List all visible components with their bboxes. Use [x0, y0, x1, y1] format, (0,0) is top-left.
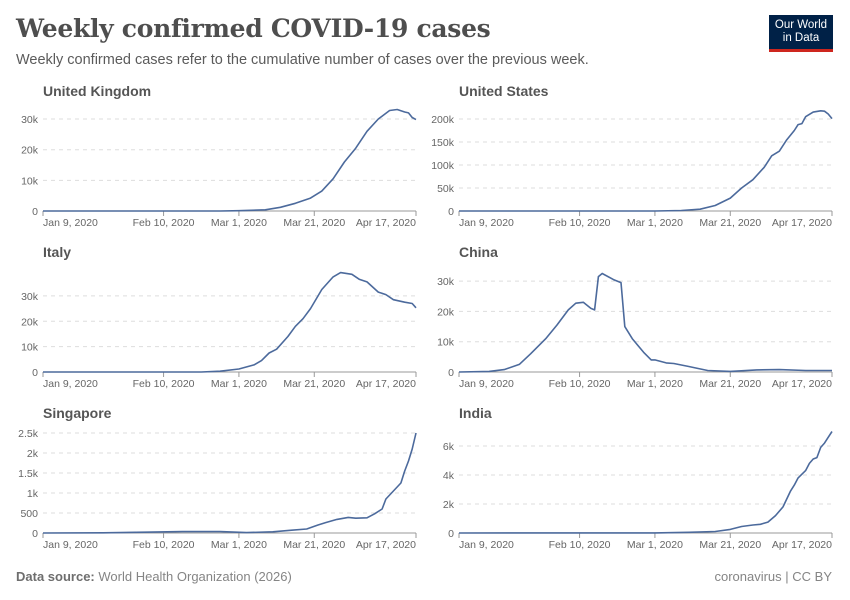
x-tick-label: Jan 9, 2020 — [459, 217, 514, 229]
y-tick-label: 10k — [21, 342, 39, 354]
series-line[interactable] — [43, 271, 417, 373]
x-tick-label: Mar 21, 2020 — [699, 539, 761, 551]
x-tick-label: Mar 21, 2020 — [283, 217, 345, 229]
x-tick-label: Mar 1, 2020 — [627, 378, 683, 390]
x-tick-label: Jan 9, 2020 — [43, 378, 98, 390]
x-tick-label: Jan 9, 2020 — [43, 539, 98, 551]
x-tick-label: Jan 9, 2020 — [459, 539, 514, 551]
y-tick-label: 6k — [443, 441, 455, 453]
x-tick-label: Feb 10, 2020 — [549, 217, 611, 229]
y-tick-label: 30k — [21, 291, 39, 303]
line-chart: 0 10k 20k 30k Jan 9, 2020 Feb 10, 2020 Mar 1, … — [21, 108, 417, 229]
panel-title: China — [459, 244, 498, 260]
x-tick-label: Apr 17, 2020 — [356, 539, 416, 551]
x-tick-label: Feb 10, 2020 — [133, 539, 195, 551]
y-tick-label: 100k — [431, 160, 455, 172]
x-tick-label: Apr 17, 2020 — [772, 539, 832, 551]
x-tick-label: Mar 1, 2020 — [627, 217, 683, 229]
logo-line-1: Our World — [774, 19, 828, 31]
y-tick-label: 50k — [437, 183, 455, 195]
panel-title: Singapore — [43, 405, 112, 421]
panel-title: United States — [459, 83, 549, 99]
y-tick-label: 30k — [21, 114, 39, 126]
data-source-value[interactable]: World Health Organization (2026) — [98, 569, 292, 584]
x-tick-label: Feb 10, 2020 — [549, 378, 611, 390]
y-tick-label: 0 — [32, 367, 38, 379]
data-source-label: Data source: — [16, 569, 95, 584]
y-tick-label: 0 — [448, 367, 454, 379]
y-tick-label: 0 — [448, 528, 454, 540]
y-tick-label: 0 — [32, 206, 38, 218]
x-tick-label: Feb 10, 2020 — [549, 539, 611, 551]
x-tick-label: Mar 1, 2020 — [211, 217, 267, 229]
x-tick-label: Apr 17, 2020 — [356, 217, 416, 229]
panel-united-kingdom: United Kingdom 0 10k 20k 30k Jan 9, 2020 Feb 1… — [0, 80, 425, 240]
series-line[interactable] — [458, 431, 833, 534]
data-source: Data source: World Health Organization (… — [16, 569, 292, 584]
line-chart: 0 10k 20k 30k Jan 9, 2020 Feb 10, 2020 Mar 1, … — [21, 271, 417, 390]
y-tick-label: 20k — [437, 306, 455, 318]
y-tick-label: 0 — [32, 528, 38, 540]
license-link[interactable]: coronavirus | CC BY — [714, 569, 832, 584]
logo-line-2: in Data — [782, 32, 820, 44]
x-tick-label: Apr 17, 2020 — [772, 378, 832, 390]
chart-title: Weekly confirmed COVID-19 cases — [16, 14, 491, 43]
panel-china: China 0 10k 20k 30k Jan 9, 2020 Feb 10, 2020 Ma… — [416, 241, 841, 401]
y-tick-label: 20k — [21, 145, 39, 157]
x-tick-label: Feb 10, 2020 — [133, 217, 195, 229]
owid-logo[interactable]: Our World in Data — [769, 15, 833, 52]
line-chart: 0 2k 4k 6k Jan 9, 2020 Feb 10, 2020 Mar 1, 202… — [443, 431, 833, 551]
x-tick-label: Apr 17, 2020 — [356, 378, 416, 390]
y-tick-label: 150k — [431, 137, 455, 149]
y-tick-label: 1k — [27, 488, 39, 500]
x-tick-label: Mar 21, 2020 — [699, 217, 761, 229]
line-chart: 0 10k 20k 30k Jan 9, 2020 Feb 10, 2020 Mar 1, … — [437, 272, 833, 390]
y-tick-label: 10k — [21, 175, 39, 187]
y-tick-label: 2.5k — [18, 428, 39, 440]
y-tick-label: 2k — [443, 499, 455, 511]
y-tick-label: 4k — [443, 470, 455, 482]
series-line[interactable] — [42, 432, 417, 534]
panel-united-states: United States 0 50k 100k 150k 200k Jan 9, 2020… — [416, 80, 841, 240]
y-tick-label: 20k — [21, 316, 39, 328]
x-tick-label: Mar 1, 2020 — [627, 539, 683, 551]
y-tick-label: 0 — [448, 206, 454, 218]
panel-italy: Italy 0 10k 20k 30k Jan 9, 2020 Feb 10, 2020 Ma… — [0, 241, 425, 401]
x-tick-label: Feb 10, 2020 — [133, 378, 195, 390]
x-tick-label: Mar 1, 2020 — [211, 378, 267, 390]
y-tick-label: 10k — [437, 337, 455, 349]
panel-singapore: Singapore 0 500 1k 1.5k 2k 2.5k Jan 9, 2020 Feb … — [0, 402, 425, 562]
y-tick-label: 500 — [20, 508, 38, 520]
y-tick-label: 2k — [27, 448, 39, 460]
series-line[interactable] — [43, 108, 417, 212]
panel-title: Italy — [43, 244, 72, 260]
panel-india: India 0 2k 4k 6k Jan 9, 2020 Feb 10, 2020 Mar 1… — [416, 402, 841, 562]
panel-title: United Kingdom — [43, 83, 152, 99]
line-chart: 0 500 1k 1.5k 2k 2.5k Jan 9, 2020 Feb 10, 2020 M… — [18, 428, 417, 551]
x-tick-label: Jan 9, 2020 — [459, 378, 514, 390]
y-tick-label: 200k — [431, 114, 455, 126]
line-chart: 0 50k 100k 150k 200k Jan 9, 2020 Feb 10, 2020 M… — [431, 110, 833, 229]
y-tick-label: 1.5k — [18, 468, 39, 480]
x-tick-label: Mar 21, 2020 — [283, 378, 345, 390]
x-tick-label: Jan 9, 2020 — [43, 217, 98, 229]
series-line[interactable] — [458, 272, 832, 373]
x-tick-label: Mar 21, 2020 — [283, 539, 345, 551]
x-tick-label: Mar 21, 2020 — [699, 378, 761, 390]
series-line[interactable] — [459, 110, 833, 212]
x-tick-label: Apr 17, 2020 — [772, 217, 832, 229]
panel-title: India — [459, 405, 492, 421]
chart-subtitle: Weekly confirmed cases refer to the cumu… — [16, 52, 589, 68]
y-tick-label: 30k — [437, 276, 455, 288]
x-tick-label: Mar 1, 2020 — [211, 539, 267, 551]
